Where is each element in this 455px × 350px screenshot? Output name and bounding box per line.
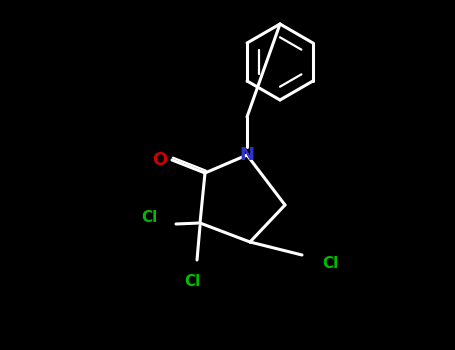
Text: Cl: Cl bbox=[184, 274, 200, 289]
Text: Cl: Cl bbox=[142, 210, 158, 225]
Text: N: N bbox=[239, 146, 254, 164]
Text: O: O bbox=[152, 151, 167, 169]
Text: Cl: Cl bbox=[322, 256, 338, 271]
